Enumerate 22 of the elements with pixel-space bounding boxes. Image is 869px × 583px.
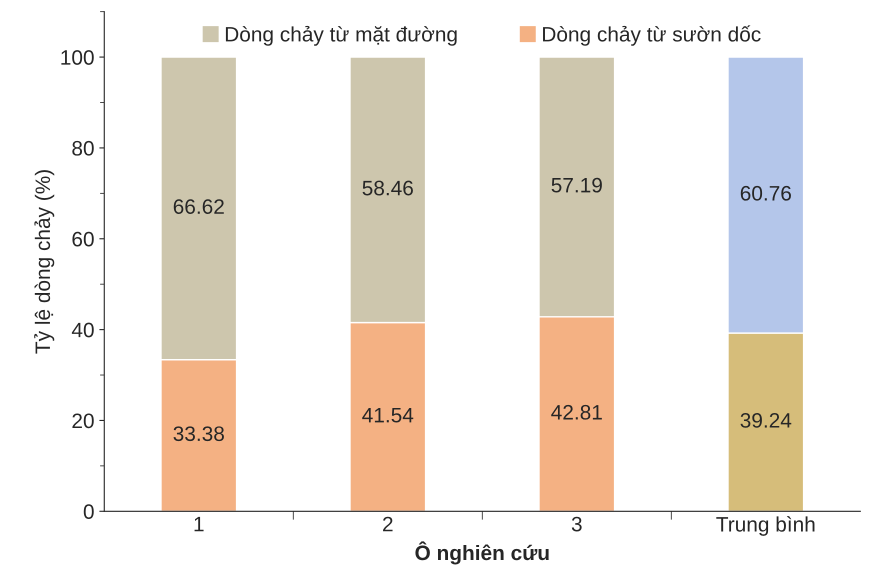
legend-label: Dòng chảy từ sườn dốc [543, 25, 761, 46]
y-tick-label: 80 [72, 140, 94, 156]
data-label: 60.76 [740, 186, 791, 201]
x-axis-title: Ô nghiên cứu [415, 541, 549, 564]
y-tick-label: 40 [72, 322, 94, 338]
y-tick-label: 0 [84, 504, 94, 520]
y-tick-label: 60 [72, 232, 94, 247]
data-label: 66.62 [174, 199, 224, 214]
data-label: 39.24 [740, 413, 792, 428]
data-label: 57.19 [552, 178, 602, 193]
data-label: 42.81 [551, 404, 602, 420]
x-tick-label: 2 [383, 516, 393, 532]
y-axis-title: Tỷ lệ dòng chảy (%) [34, 170, 54, 354]
x-tick-label: 1 [194, 516, 204, 532]
legend-label: Dòng chảy từ mặt đường [226, 26, 457, 46]
data-label: 41.54 [362, 408, 414, 423]
y-tick-label: 20 [72, 413, 94, 428]
data-label: 58.46 [362, 180, 413, 196]
data-label: 33.38 [174, 426, 224, 442]
y-tick-label: 100 [61, 50, 94, 65]
x-tick-label: 3 [572, 516, 582, 532]
x-tick-label: Trung bình [716, 516, 814, 536]
